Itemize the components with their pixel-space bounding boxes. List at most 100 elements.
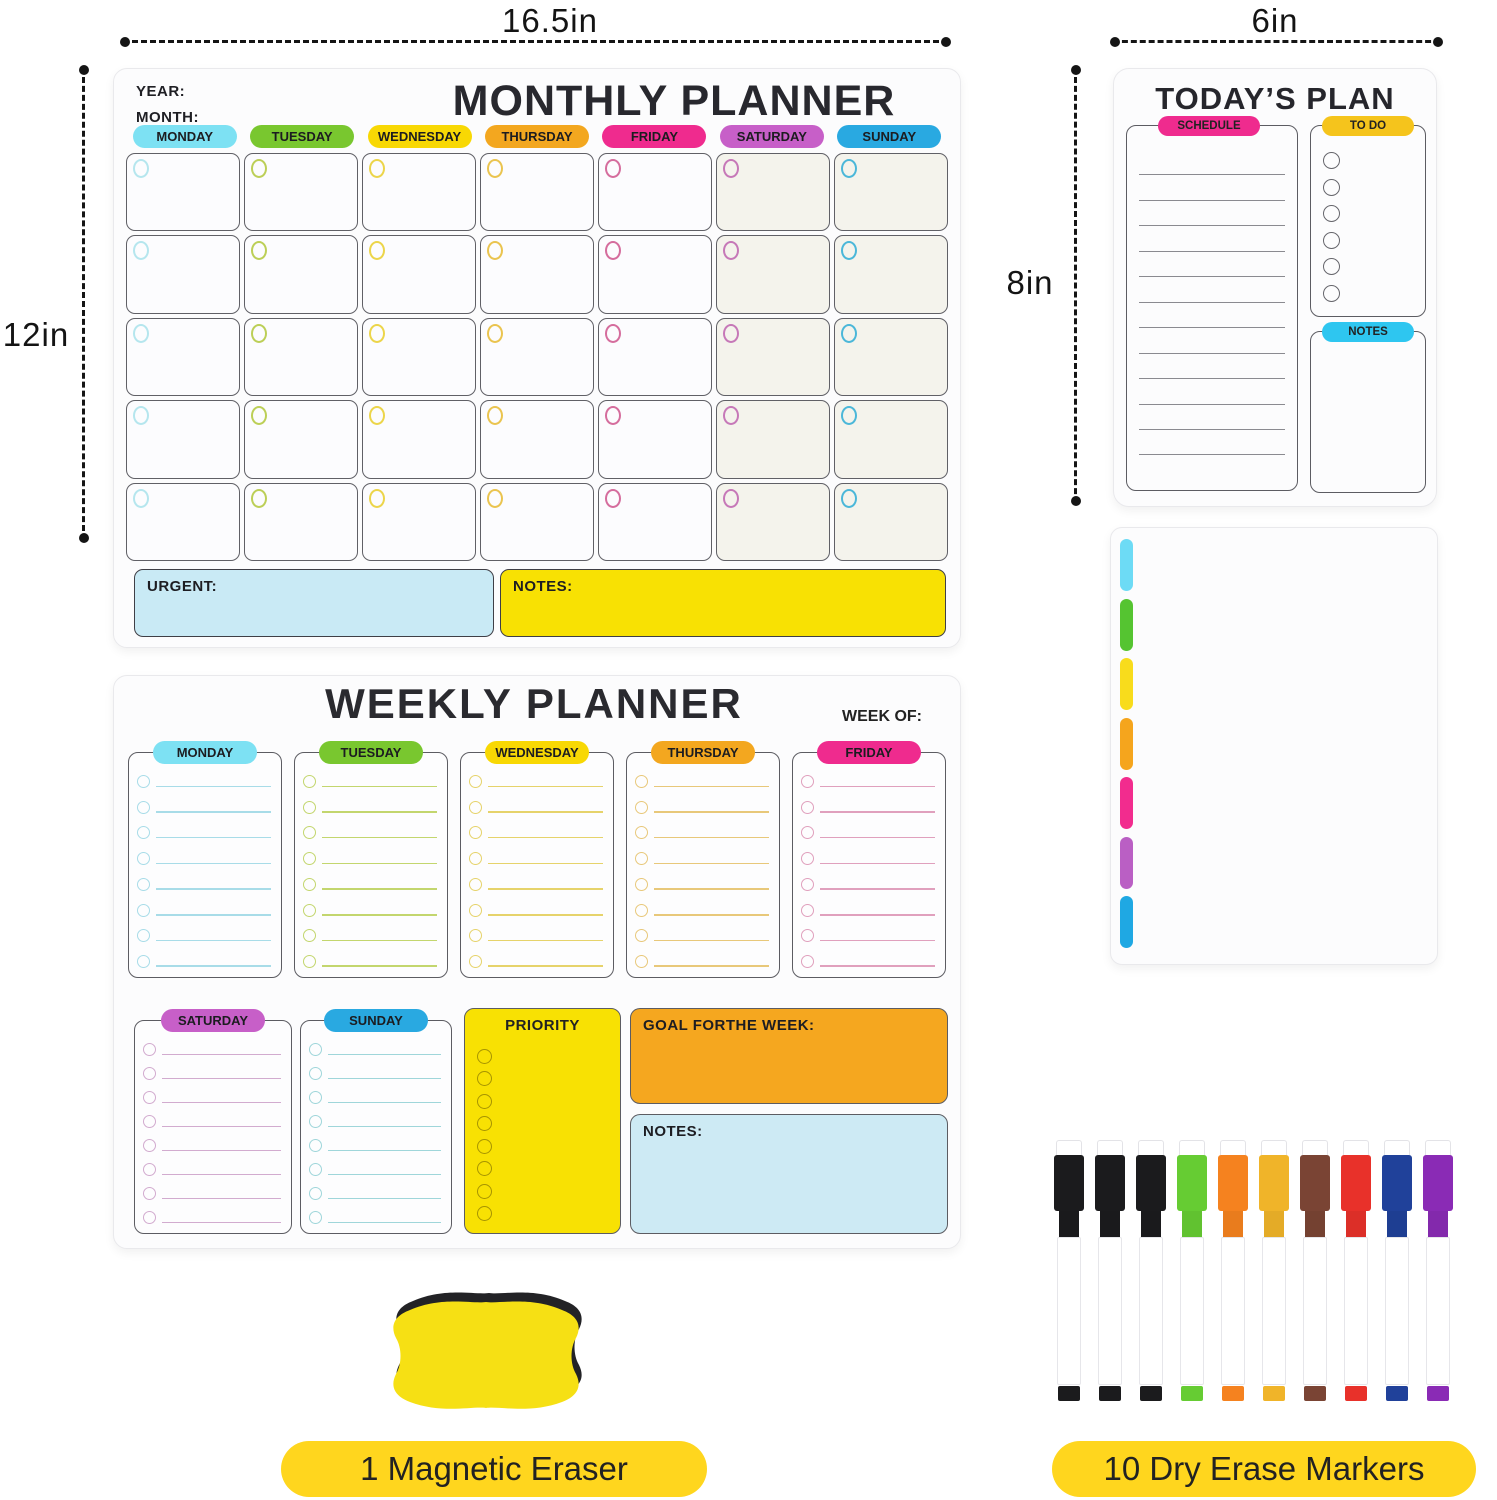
marker-barrel	[1426, 1237, 1450, 1385]
task-circle	[303, 800, 316, 814]
date-circle	[133, 159, 149, 178]
task-line	[162, 1053, 281, 1055]
calendar-cell	[598, 482, 712, 561]
marker-cap	[1382, 1155, 1412, 1211]
task-line	[654, 811, 769, 813]
color-tab	[1120, 539, 1133, 591]
date-circle	[133, 323, 149, 343]
weekly-column-saturday: SATURDAY	[134, 1009, 292, 1234]
calendar-cell	[834, 235, 948, 314]
task-row	[303, 947, 437, 969]
goal-label: GOAL FORTHE WEEK:	[643, 1017, 815, 1034]
task-row	[137, 793, 271, 815]
task-line	[162, 1221, 281, 1223]
task-circle	[143, 1067, 156, 1080]
task-line	[820, 836, 935, 839]
calendar-cell	[716, 317, 830, 397]
date-circle	[133, 241, 149, 261]
task-row	[303, 870, 437, 892]
date-circle	[369, 241, 385, 261]
task-circle	[635, 903, 648, 917]
task-row	[137, 844, 271, 866]
marker-tip	[1058, 1386, 1080, 1401]
task-circle	[469, 903, 482, 917]
schedule-line	[1139, 352, 1285, 354]
date-circle	[251, 488, 267, 508]
date-circle	[605, 323, 621, 343]
calendar-cell	[362, 153, 476, 232]
marker-cap-top	[1425, 1140, 1451, 1155]
date-circle	[605, 159, 621, 178]
calendar-cell	[598, 153, 712, 232]
task-circle	[137, 775, 150, 788]
task-row	[309, 1203, 441, 1225]
date-circle	[723, 241, 739, 261]
task-line	[654, 965, 769, 967]
task-row	[635, 793, 769, 815]
calendar-cell	[598, 400, 712, 479]
marker-neck	[1182, 1211, 1202, 1237]
task-line	[488, 914, 603, 916]
schedule-line	[1139, 301, 1285, 303]
schedule-line	[1139, 454, 1285, 456]
markers-group	[1053, 1140, 1473, 1406]
calendar-cell	[480, 153, 594, 232]
task-line	[654, 862, 769, 865]
day-pill-sunday: SUNDAY	[324, 1009, 428, 1032]
task-line	[162, 1197, 281, 1199]
task-circle	[309, 1043, 322, 1056]
year-label: YEAR:	[136, 83, 186, 100]
schedule-line	[1139, 403, 1285, 405]
task-circle	[635, 877, 648, 891]
task-circle	[303, 852, 316, 866]
todo-circle	[1323, 284, 1340, 302]
task-circle	[469, 929, 482, 943]
marker-neck	[1223, 1211, 1243, 1237]
task-row	[469, 896, 603, 918]
color-tab	[1120, 598, 1133, 651]
task-line	[328, 1101, 441, 1103]
day-pill-friday: FRIDAY	[817, 741, 921, 764]
date-circle	[723, 323, 739, 343]
date-circle	[251, 406, 267, 426]
task-line	[322, 914, 437, 916]
task-circle	[137, 954, 150, 968]
task-line	[820, 965, 935, 967]
task-line	[328, 1221, 441, 1223]
task-line	[820, 862, 935, 865]
marker-cap-top	[1261, 1140, 1287, 1155]
task-row	[143, 1059, 281, 1081]
marker-cap	[1136, 1155, 1166, 1211]
markers-caption: 10 Dry Erase Markers	[1052, 1441, 1476, 1497]
marker-barrel	[1385, 1237, 1409, 1385]
today-notes-box	[1310, 331, 1426, 493]
marker-cap	[1259, 1155, 1289, 1211]
calendar-cell	[834, 317, 948, 397]
date-circle	[369, 159, 385, 178]
task-line	[654, 836, 769, 839]
task-circle	[469, 954, 482, 968]
marker-barrel	[1057, 1237, 1081, 1385]
priority-circle	[477, 1138, 492, 1154]
task-circle	[303, 877, 316, 891]
task-line	[322, 965, 437, 967]
monthly-width-dimension-label: 16.5in	[502, 2, 598, 39]
calendar-cell	[126, 482, 240, 561]
marker-neck	[1059, 1211, 1079, 1237]
task-row	[143, 1083, 281, 1105]
task-circle	[801, 826, 814, 840]
calendar-cell	[716, 400, 830, 479]
monthly-day-header-row: MONDAY TUESDAY WEDNESDAY THURSDAY FRIDAY SATU…	[126, 125, 948, 148]
task-circle	[309, 1211, 322, 1224]
task-line	[162, 1149, 281, 1151]
calendar-cell	[362, 400, 476, 479]
calendar-cell	[126, 153, 240, 232]
day-pill-wednesday: WEDNESDAY	[485, 741, 589, 764]
task-circle	[801, 775, 814, 788]
date-circle	[605, 406, 621, 426]
task-row	[635, 767, 769, 789]
monthly-notes-label: NOTES:	[513, 578, 573, 595]
today-height-dimension-label: 8in	[1006, 264, 1054, 301]
weekly-column-body	[801, 767, 935, 969]
priority-circle	[477, 1071, 492, 1087]
